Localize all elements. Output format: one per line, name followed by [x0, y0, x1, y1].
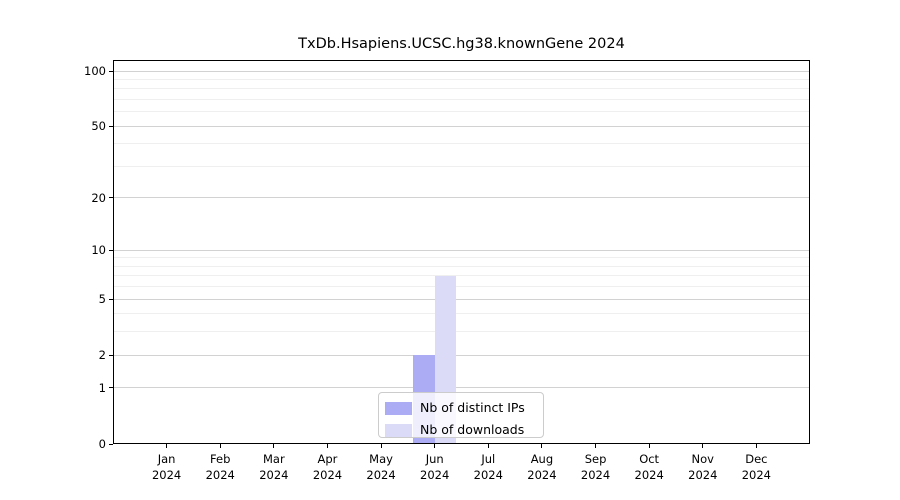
legend: Nb of distinct IPs Nb of downloads — [378, 392, 544, 438]
major-gridline — [113, 298, 810, 300]
x-tick-mark — [487, 444, 489, 448]
x-tick-label: Jun 2024 — [420, 452, 450, 482]
x-tick-label: Oct 2024 — [634, 452, 664, 482]
y-tick-label: 0 — [98, 437, 106, 451]
legend-label-distinct-ips: Nb of distinct IPs — [420, 400, 525, 415]
x-tick-label: Feb 2024 — [205, 452, 235, 482]
y-tick-mark — [109, 125, 113, 127]
y-tick-label: 20 — [91, 190, 106, 205]
x-tick-mark — [755, 444, 757, 448]
x-tick-label: Mar 2024 — [259, 452, 289, 482]
minor-gridline — [113, 111, 810, 113]
y-tick-label: 1 — [98, 380, 106, 395]
y-tick-label: 5 — [98, 292, 106, 307]
x-tick-label: Dec 2024 — [741, 452, 772, 482]
x-tick-label: Jul 2024 — [473, 452, 503, 482]
y-tick-mark — [109, 387, 113, 389]
major-gridline — [113, 197, 810, 199]
legend-label-downloads: Nb of downloads — [420, 422, 525, 437]
legend-swatch-distinct-ips — [385, 401, 412, 415]
minor-gridline — [113, 98, 810, 100]
legend-item-downloads: Nb of downloads — [385, 419, 543, 441]
x-tick-label: May 2024 — [366, 452, 396, 482]
y-tick-label: 100 — [84, 64, 106, 78]
y-tick-mark — [109, 298, 113, 300]
x-tick-label: Sep 2024 — [580, 452, 611, 482]
y-tick-label: 2 — [98, 348, 106, 363]
y-tick-mark — [109, 249, 113, 251]
minor-gridline — [113, 331, 810, 333]
chart-title: TxDb.Hsapiens.UCSC.hg38.knownGene 2024 — [298, 36, 625, 52]
x-tick-mark — [273, 444, 275, 448]
y-tick-mark — [109, 70, 113, 72]
minor-gridline — [113, 313, 810, 315]
major-gridline — [113, 249, 810, 251]
legend-swatch-downloads — [385, 423, 412, 437]
minor-gridline — [113, 265, 810, 267]
minor-gridline — [113, 257, 810, 259]
y-tick-mark — [109, 354, 113, 356]
major-gridline — [113, 354, 810, 356]
x-tick-label: Aug 2024 — [527, 452, 557, 482]
x-tick-mark — [380, 444, 382, 448]
x-tick-mark — [166, 444, 168, 448]
x-tick-mark — [434, 444, 436, 448]
minor-gridline — [113, 88, 810, 90]
x-tick-mark — [326, 444, 328, 448]
x-tick-mark — [702, 444, 704, 448]
x-tick-mark — [219, 444, 221, 448]
x-tick-mark — [541, 444, 543, 448]
major-gridline — [113, 125, 810, 127]
legend-item-distinct-ips: Nb of distinct IPs — [385, 397, 543, 419]
y-tick-label: 10 — [91, 243, 106, 258]
major-gridline — [113, 387, 810, 389]
x-tick-label: Nov 2024 — [688, 452, 718, 482]
minor-gridline — [113, 165, 810, 167]
minor-gridline — [113, 143, 810, 145]
x-tick-label: Apr 2024 — [312, 452, 343, 482]
minor-gridline — [113, 286, 810, 288]
x-tick-mark — [648, 444, 650, 448]
y-tick-mark — [109, 197, 113, 199]
y-tick-mark — [109, 443, 113, 445]
minor-gridline — [113, 78, 810, 80]
minor-gridline — [113, 275, 810, 277]
major-gridline — [113, 70, 810, 72]
x-tick-label: Jan 2024 — [151, 452, 182, 482]
x-tick-mark — [595, 444, 597, 448]
plot-frame — [113, 60, 810, 444]
y-tick-label: 50 — [91, 119, 106, 134]
